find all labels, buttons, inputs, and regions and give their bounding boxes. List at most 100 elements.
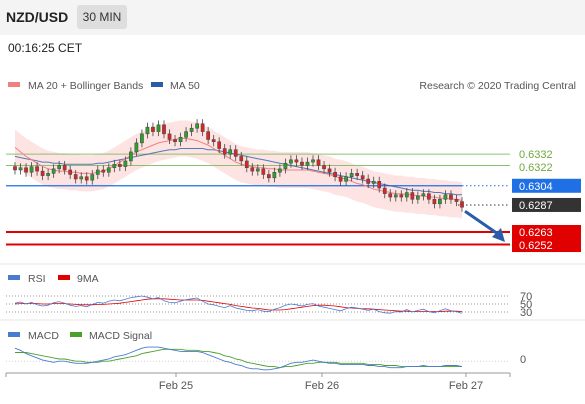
candle-body [371, 181, 376, 184]
rsi-ma-legend-label: 9MA [77, 273, 99, 285]
candle [211, 134, 216, 147]
candle [79, 172, 84, 184]
candle [454, 194, 459, 207]
macd-zero-label: 0 [520, 354, 526, 366]
candle-body [101, 169, 106, 173]
candle [255, 164, 260, 176]
candle [134, 138, 139, 157]
candle [90, 169, 95, 185]
candle [438, 194, 442, 209]
candle-body [123, 160, 128, 167]
candle-body [211, 139, 216, 143]
candle [151, 122, 155, 137]
candle-body [189, 127, 194, 132]
rsi-line [14, 295, 463, 314]
symbol-title: NZD/USD [6, 9, 69, 25]
candle-body [184, 131, 188, 138]
candle-body [338, 176, 343, 182]
candle-body [35, 166, 39, 172]
candle-body [206, 131, 210, 140]
candle-body [399, 194, 404, 198]
candle-body [68, 169, 73, 175]
candle [101, 165, 106, 177]
candle [129, 147, 133, 166]
rsi-legend-swatch [8, 275, 20, 280]
credit-text: Research © 2020 Trading Central [419, 80, 576, 92]
candle-body [29, 166, 34, 173]
forecast-arrow-line [464, 209, 499, 236]
candle-body [360, 175, 365, 180]
candle [377, 176, 382, 193]
candle [360, 171, 365, 184]
rsi-legend-label: RSI [28, 273, 46, 285]
support-label: 0.6263 [519, 227, 553, 239]
candle-body [272, 171, 277, 179]
candle-body [106, 167, 111, 173]
candle [189, 123, 194, 137]
candle-body [178, 136, 183, 143]
candle [184, 127, 188, 142]
candle-body [151, 126, 155, 132]
candle-body [129, 151, 133, 162]
candle-body [410, 192, 415, 200]
candle-body [162, 124, 166, 135]
candle-body [244, 160, 249, 168]
candle-body [416, 195, 420, 200]
candle-body [427, 193, 431, 200]
candle [118, 159, 122, 172]
x-axis: Feb 25 Feb 26 Feb 27 [5, 373, 511, 392]
candle [432, 194, 437, 209]
candle-body [327, 168, 332, 173]
candle [68, 165, 73, 179]
candle [145, 122, 150, 139]
resistance-label: 0.6322 [519, 162, 553, 174]
candle [239, 151, 244, 166]
candle [40, 166, 45, 181]
candle-body [294, 159, 299, 163]
candle [261, 164, 266, 179]
top-bar: NZD/USD 30 MIN [0, 0, 585, 35]
candle-body [377, 181, 382, 189]
candle-body [222, 148, 227, 155]
candle-body [233, 149, 238, 157]
candle-body [167, 133, 172, 140]
candle-body [460, 201, 464, 208]
candle [250, 163, 255, 176]
candle [156, 120, 161, 137]
candle-body [173, 139, 177, 143]
candle [366, 174, 371, 189]
candle-body [140, 133, 144, 144]
candle [443, 190, 448, 204]
rsi-level-label: 50 [520, 299, 532, 311]
candle [327, 164, 332, 177]
candle [338, 172, 343, 186]
candle-body [289, 159, 293, 164]
candle-body [333, 171, 337, 177]
candle [344, 172, 348, 186]
timeframe-button[interactable]: 30 MIN [77, 5, 127, 29]
ma20-legend-label: MA 20 + Bollinger Bands [28, 80, 143, 92]
candle [73, 169, 78, 184]
timestamp: 00:16:25 CET [8, 41, 83, 55]
candle [294, 155, 299, 167]
candle [382, 183, 387, 199]
candle [123, 156, 128, 172]
current-label: 0.6287 [519, 200, 553, 212]
candle-body [355, 173, 359, 176]
candle-body [404, 192, 409, 198]
support-label: 0.6252 [519, 240, 553, 252]
candle-body [90, 174, 95, 181]
bollinger-band-area [15, 120, 462, 219]
candle-body [305, 161, 310, 166]
candle-body [145, 126, 150, 135]
candle-body [382, 187, 387, 194]
candle [355, 168, 359, 181]
resistance-label: 0.6332 [519, 149, 553, 161]
candle [195, 119, 199, 133]
ma50-legend-swatch [151, 82, 163, 87]
candle-body [73, 174, 78, 180]
candle [13, 162, 17, 175]
price-plot: 0.63320.63220.63040.62870.62630.62520.62… [6, 119, 581, 253]
